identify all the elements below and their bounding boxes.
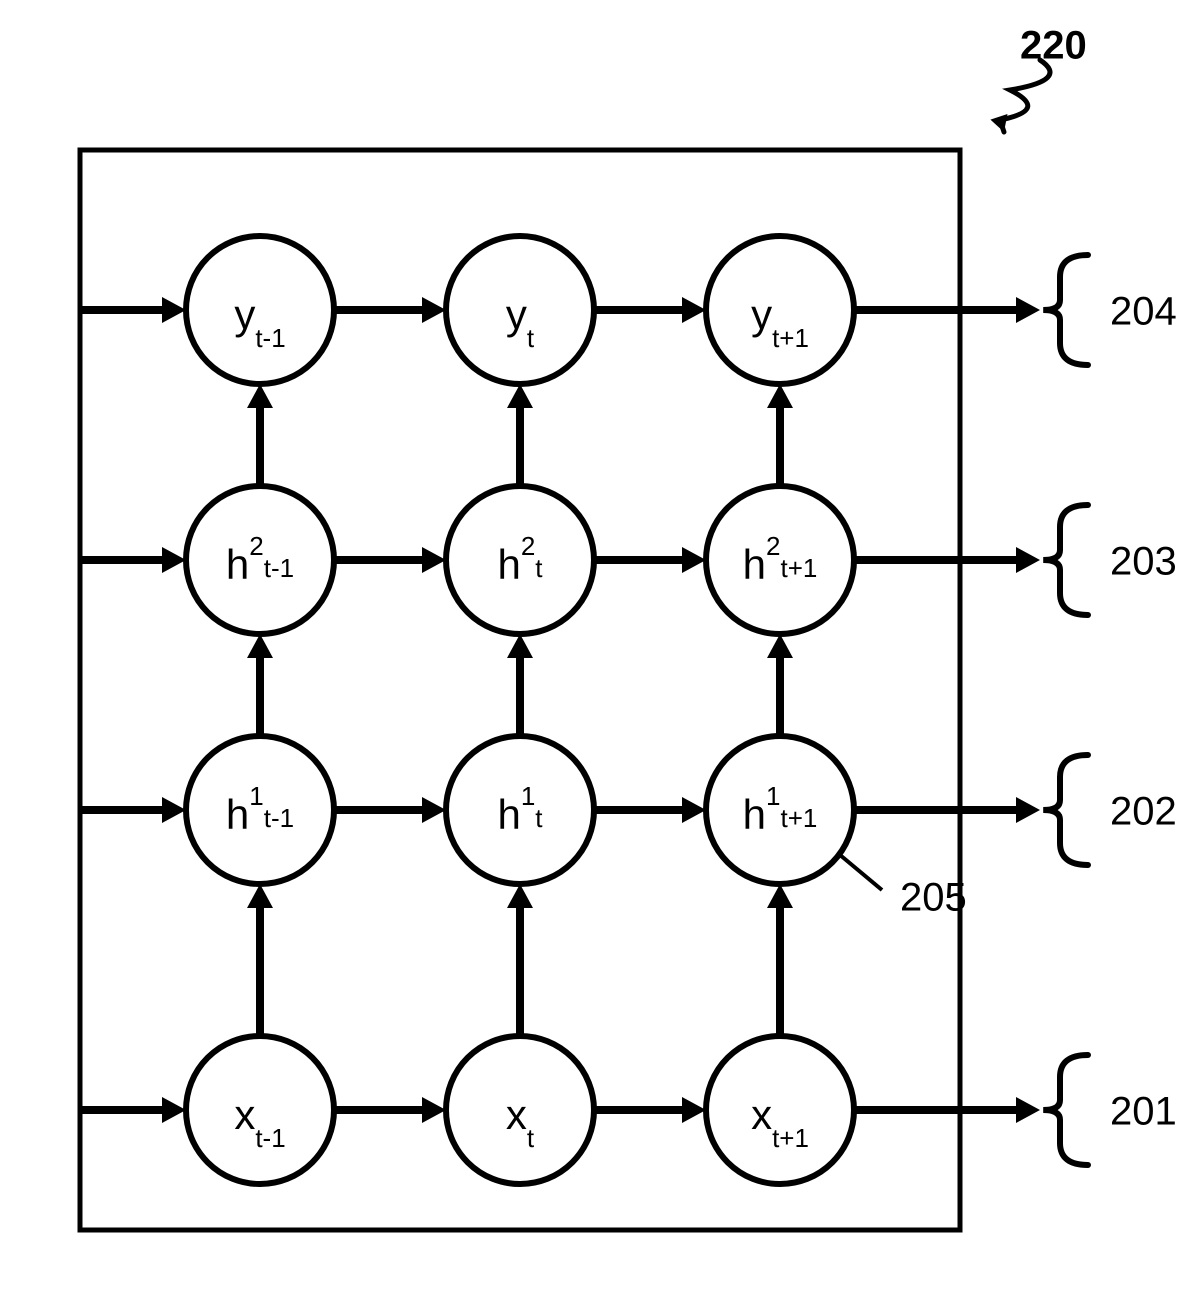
node-r3-c0: xt-1 bbox=[186, 1036, 334, 1184]
v-arrow-r3-c2-head bbox=[767, 884, 793, 908]
h-arrow-r2-out-head bbox=[1016, 797, 1040, 823]
row-ref-201: 201 bbox=[1110, 1090, 1177, 1134]
node-r0-c1: yt bbox=[446, 236, 594, 384]
v-arrow-r2-c2-head bbox=[767, 634, 793, 658]
v-arrow-r3-c0-head bbox=[247, 884, 273, 908]
node-r2-c0: h1t-1 bbox=[186, 736, 334, 884]
h-arrow-r0-out-head bbox=[1016, 297, 1040, 323]
row-brace-204 bbox=[1043, 255, 1088, 365]
node-callout-leader bbox=[841, 856, 882, 890]
node-circle-r3-c0 bbox=[186, 1036, 334, 1184]
h-arrow-r1-1-head bbox=[682, 547, 706, 573]
h-arrow-r1-out-head bbox=[1016, 547, 1040, 573]
h-arrow-r1-in-head bbox=[162, 547, 186, 573]
node-r2-c2: h1t+1 bbox=[706, 736, 854, 884]
h-arrow-r3-1-head bbox=[682, 1097, 706, 1123]
node-r1-c1: h2t bbox=[446, 486, 594, 634]
v-arrow-r1-c0-head bbox=[247, 384, 273, 408]
v-arrow-r1-c2-head bbox=[767, 384, 793, 408]
h-arrow-r2-in-head bbox=[162, 797, 186, 823]
figure-ref-squiggle bbox=[1000, 60, 1050, 132]
node-r1-c0: h2t-1 bbox=[186, 486, 334, 634]
h-arrow-r2-0-head bbox=[422, 797, 446, 823]
node-circle-r0-c0 bbox=[186, 236, 334, 384]
h-arrow-r1-0-head bbox=[422, 547, 446, 573]
node-r0-c2: yt+1 bbox=[706, 236, 854, 384]
row-ref-203: 203 bbox=[1110, 540, 1177, 584]
v-arrow-r2-c0-head bbox=[247, 634, 273, 658]
h-arrow-r3-in-head bbox=[162, 1097, 186, 1123]
h-arrow-r2-1-head bbox=[682, 797, 706, 823]
row-ref-202: 202 bbox=[1110, 790, 1177, 834]
row-brace-202 bbox=[1043, 755, 1088, 865]
node-r2-c1: h1t bbox=[446, 736, 594, 884]
h-arrow-r0-0-head bbox=[422, 297, 446, 323]
figure-ref-label: 220 bbox=[1020, 24, 1087, 68]
h-arrow-r0-in-head bbox=[162, 297, 186, 323]
node-r3-c2: xt+1 bbox=[706, 1036, 854, 1184]
row-brace-203 bbox=[1043, 505, 1088, 615]
h-arrow-r3-out-head bbox=[1016, 1097, 1040, 1123]
node-circle-r3-c2 bbox=[706, 1036, 854, 1184]
node-r1-c2: h2t+1 bbox=[706, 486, 854, 634]
node-r0-c0: yt-1 bbox=[186, 236, 334, 384]
row-brace-201 bbox=[1043, 1055, 1088, 1165]
node-callout-label: 205 bbox=[900, 876, 967, 920]
h-arrow-r0-1-head bbox=[682, 297, 706, 323]
v-arrow-r2-c1-head bbox=[507, 634, 533, 658]
h-arrow-r3-0-head bbox=[422, 1097, 446, 1123]
node-r3-c1: xt bbox=[446, 1036, 594, 1184]
v-arrow-r1-c1-head bbox=[507, 384, 533, 408]
v-arrow-r3-c1-head bbox=[507, 884, 533, 908]
row-ref-204: 204 bbox=[1110, 290, 1177, 334]
node-circle-r0-c2 bbox=[706, 236, 854, 384]
